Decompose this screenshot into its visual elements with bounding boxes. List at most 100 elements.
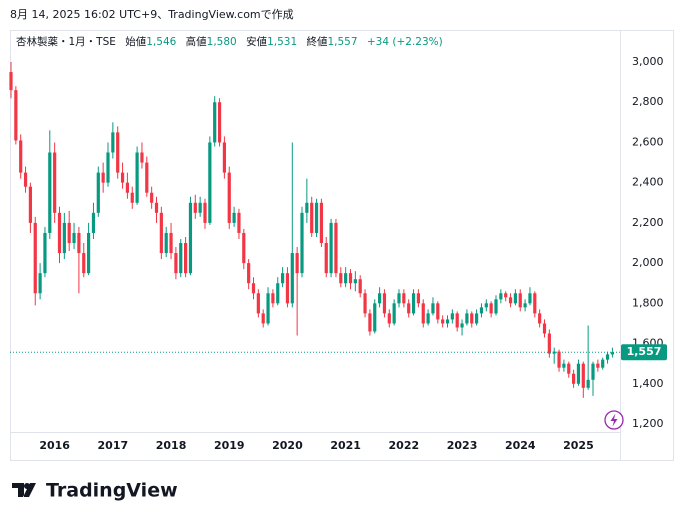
caption: 8月 14, 2025 16:02 UTC+9、TradingView.comで… [10,8,294,21]
x-tick-label: 2025 [563,439,594,452]
candle-body [169,232,173,254]
candle-body [610,352,614,355]
candle-body [251,283,256,294]
x-tick-label: 2024 [505,439,536,452]
candle-body [174,253,178,274]
legend: 杏林製薬・1月・TSE 始値1,546 高値1,580 安値1,531 終値1,… [16,35,443,48]
candle-body [513,293,517,304]
candle-body [271,293,275,304]
logo: TradingView [12,480,178,502]
candle-body [353,279,357,284]
candle-body [576,363,581,384]
candle-body [581,363,585,388]
candle-body [120,172,125,183]
candle-body [310,202,314,233]
lightning-icon[interactable] [604,410,624,430]
candle-body [227,172,231,223]
candle-body [494,299,498,314]
candle-body [82,253,86,274]
candle-body [547,333,551,354]
candle-body [596,363,600,368]
y-tick-label: 1,400 [632,377,664,390]
candle-body [397,293,401,304]
candle-body [363,293,367,314]
candle-body [290,253,294,304]
candle-body [276,283,280,304]
candle-body [373,303,377,332]
candle-body [314,202,319,233]
candle-body [213,102,217,143]
candle-body [421,303,425,324]
candle-body [33,222,37,294]
candle-body [77,232,81,254]
candle-body [261,313,265,324]
candle-body [222,142,226,173]
candle-body [232,212,236,223]
candle-body [324,243,328,274]
candle-body [538,313,542,324]
candle-body [392,303,396,324]
candle-body [145,162,149,193]
candle-body [242,232,246,264]
candle-body [111,132,115,153]
candle-body [382,293,387,314]
candle-body [523,303,527,308]
x-tick-label: 2016 [39,439,70,452]
candle-body [188,202,193,274]
candle-body [470,313,474,324]
y-tick-label: 2,600 [632,135,664,148]
candle-body [67,222,71,243]
candle-body [237,212,241,233]
candle-body [334,222,338,274]
candle-body [557,351,561,368]
candle-body [465,313,469,324]
y-tick-label: 1,800 [632,296,664,309]
candle-body [586,379,590,388]
candle-body [479,307,484,314]
candle-body [542,323,547,334]
candle-body [14,90,18,141]
candle-body [450,313,454,320]
candle-body [475,313,479,324]
candle-body [295,253,299,274]
candle-body [198,202,202,213]
candle-body [38,273,42,294]
candle-body [378,293,382,304]
candle-body [281,273,285,284]
candle-body [572,373,576,384]
candle-body [552,351,556,354]
candle-body [562,363,566,368]
candle-body [247,263,251,284]
candle-body [305,202,309,213]
candle-body [567,363,571,374]
candle-body [96,172,100,213]
candle-body [91,212,96,233]
candle-body [499,293,503,300]
candle-body [416,293,420,304]
x-tick-label: 2020 [272,439,303,452]
candle-body [436,303,440,320]
candle-body [329,222,333,274]
candle-body [319,202,323,243]
candle-body [256,293,260,314]
y-tick-label: 3,000 [632,55,664,68]
candle-body [135,152,139,203]
candle-body [460,323,464,328]
candle-body [504,293,508,298]
candle-body [184,243,188,274]
x-tick-label: 2018 [156,439,187,452]
candle-body [455,313,459,328]
candle-body [387,313,391,324]
candle-body [528,293,532,304]
candle-body [484,303,488,308]
candle-body [208,142,212,223]
candle-body [348,273,353,284]
x-tick-label: 2022 [389,439,420,452]
candle-body [28,186,32,223]
x-tick-label: 2019 [214,439,245,452]
candle-body [9,72,13,91]
candle-body [407,303,411,314]
candle-body [57,212,62,254]
y-tick-label: 2,400 [632,176,664,189]
